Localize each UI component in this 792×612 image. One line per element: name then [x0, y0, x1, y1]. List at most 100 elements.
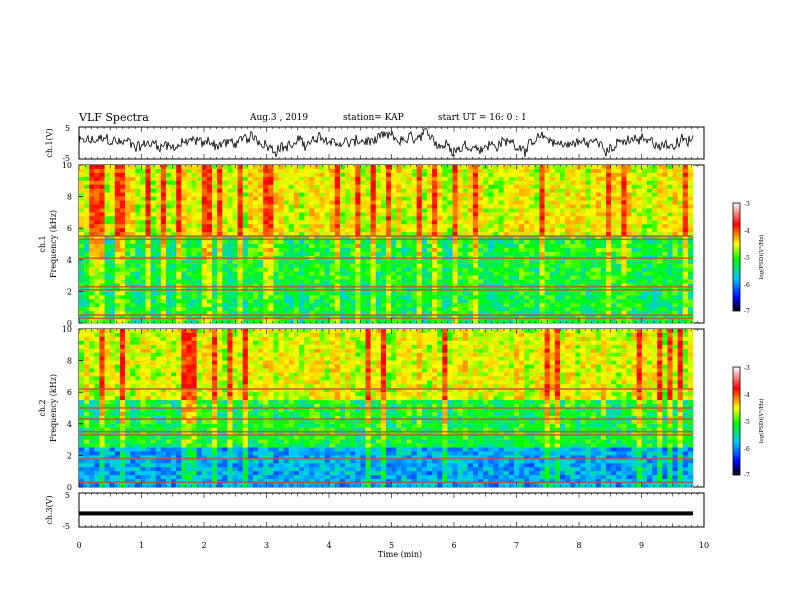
spectrogram-cell [437, 291, 443, 296]
spectrogram-cell [442, 267, 448, 272]
spectrogram-cell [165, 176, 172, 182]
spectrogram-cell [483, 165, 489, 170]
spectrogram-cell [437, 212, 443, 217]
spectrogram-cell [641, 236, 648, 241]
spectrogram-cell [534, 224, 540, 229]
spectrogram-cell [99, 180, 105, 186]
spectrogram-cell [314, 216, 320, 221]
spectrogram-cell [472, 220, 479, 225]
spectrogram-cell [478, 176, 484, 182]
spectrogram-cell [662, 315, 668, 320]
spectrogram-cell [375, 236, 382, 241]
spectrogram-cell [396, 271, 402, 276]
spectrogram-cell [636, 176, 643, 182]
spectrogram-cell [258, 267, 264, 272]
spectrogram-cell [534, 279, 540, 284]
spectrogram-cell [600, 232, 607, 237]
spectrogram-cell [631, 200, 638, 205]
spectrogram-cell [652, 220, 658, 225]
spectrogram-cell [150, 188, 157, 193]
spectrogram-cell [595, 232, 602, 237]
spectrogram-cell [104, 180, 110, 186]
spectrogram-cell [611, 228, 617, 233]
spectrogram-cell [104, 188, 110, 193]
spectrogram-cell [421, 291, 428, 296]
spectrogram-cell [401, 192, 407, 197]
spectrogram-cell [437, 184, 443, 189]
spectrogram-cell [544, 263, 551, 268]
spectrogram-cell [334, 303, 341, 308]
spectrogram-cell [508, 204, 515, 209]
spectrogram-cell [227, 263, 233, 268]
spectrogram-cell [278, 275, 284, 280]
spectrogram-cell [329, 299, 336, 304]
spectrogram-cell [411, 311, 417, 316]
spectrogram-cell [478, 251, 484, 257]
spectrogram-cell [375, 220, 382, 225]
spectrogram-cell [212, 236, 218, 241]
spectrogram-cell [508, 240, 515, 245]
spectrogram-cell [365, 299, 371, 304]
spectrogram-cell [641, 196, 648, 201]
spectrogram-cell [334, 165, 341, 170]
spectrogram-cell [411, 240, 417, 245]
spectrogram-cell [360, 315, 366, 320]
spectrogram-cell [125, 303, 131, 308]
spectrogram-cell [135, 307, 141, 312]
spectrogram-cell [565, 263, 571, 268]
spectrogram-cell [329, 259, 336, 265]
spectrogram-cell [217, 196, 223, 201]
spectrogram-cell [380, 216, 387, 221]
spectrogram-cell [339, 271, 346, 276]
spectrogram-cell [288, 192, 295, 197]
spectrogram-cell [304, 184, 310, 189]
spectrogram-cell [646, 283, 653, 288]
spectrogram-cell [519, 259, 525, 265]
spectrogram-cell [186, 232, 192, 237]
spectrogram-cell [687, 176, 694, 182]
spectrogram-cell [370, 212, 377, 217]
spectrogram-cell [324, 319, 331, 324]
spectrogram-cell [524, 200, 530, 205]
spectrogram-cell [549, 259, 556, 265]
spectrogram-cell [119, 271, 126, 276]
spectrogram-cell [636, 196, 643, 201]
spectral-band-line [79, 235, 693, 237]
spectrogram-cell [570, 216, 576, 221]
spectrogram-cell [309, 267, 315, 272]
spectrogram-cell [94, 165, 100, 170]
spectrogram-cell [580, 224, 586, 229]
spectrogram-cell [293, 247, 300, 253]
spectrogram-cell [641, 271, 648, 276]
spectrogram-cell [304, 251, 310, 257]
spectrogram-cell [600, 236, 607, 241]
spectrogram-cell [508, 224, 515, 229]
spectrogram-cell [196, 188, 203, 193]
spectrogram-cell [498, 212, 504, 217]
spectrogram-cell [278, 291, 284, 296]
spectrogram-cell [580, 188, 586, 193]
spectrogram-cell [426, 212, 433, 217]
spectrogram-cell [524, 303, 530, 308]
spectrogram-cell [181, 172, 187, 178]
spectrogram-cell [109, 184, 116, 189]
spectrogram-cell [329, 168, 336, 174]
spectrogram-cell [416, 319, 423, 324]
spectrogram-cell [508, 216, 515, 221]
spectrogram-cell [130, 271, 136, 276]
spectrogram-cell [590, 263, 597, 268]
spectrogram-cell [380, 184, 387, 189]
spectrogram-cell [339, 184, 346, 189]
spectrogram-cell [370, 165, 377, 170]
spectrogram-cell [595, 244, 602, 249]
spectrogram-cell [544, 251, 551, 257]
spectrogram-cell [345, 228, 351, 233]
spectrogram-cell [452, 283, 458, 288]
spectrogram-cell [165, 332, 172, 338]
spectrogram-cell [119, 172, 126, 178]
spectrogram-cell [355, 188, 361, 193]
spectrogram-cell [631, 236, 638, 241]
spectrogram-cell [150, 251, 157, 257]
spectrogram-cell [534, 176, 540, 182]
spectrogram-cell [616, 172, 622, 178]
